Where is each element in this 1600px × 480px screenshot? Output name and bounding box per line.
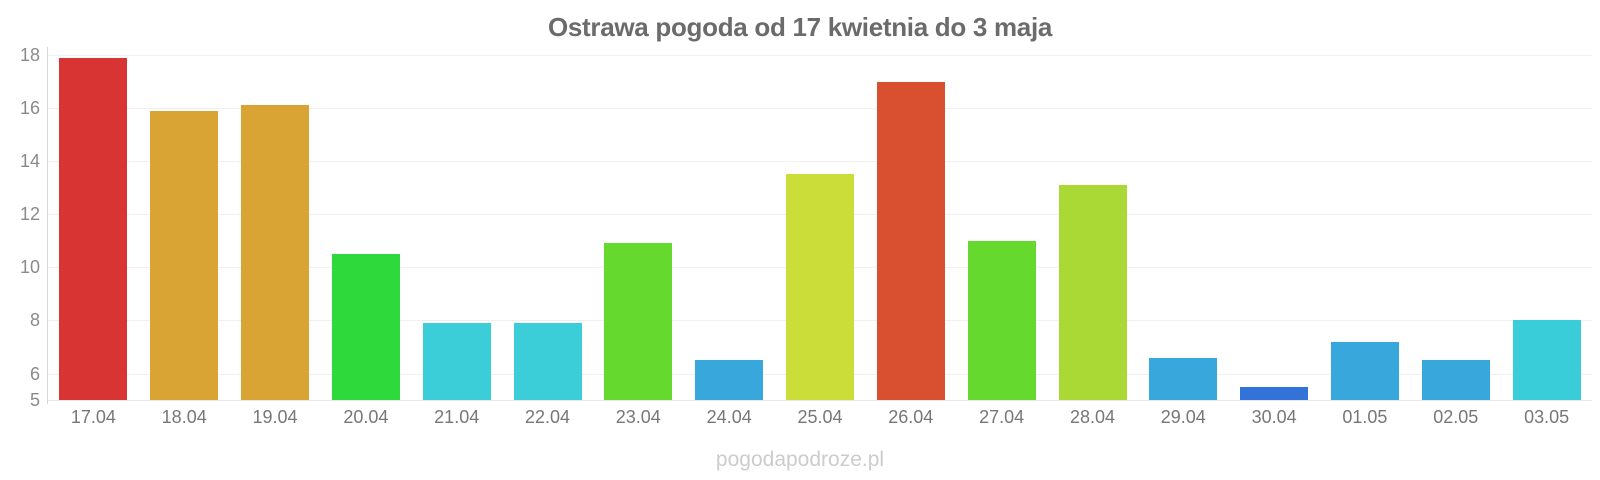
y-axis-line — [47, 47, 48, 404]
x-axis-tick-label: 28.04 — [1069, 407, 1116, 427]
bar-17.04[interactable] — [59, 57, 128, 400]
bar-20.04[interactable] — [331, 254, 400, 400]
y-axis-tick-label: 10 — [19, 257, 40, 278]
y-axis-tick-label: 18 — [19, 45, 40, 65]
bar-22.04[interactable] — [513, 323, 582, 400]
bar-26.04[interactable] — [876, 81, 945, 400]
y-axis-tick-label: 16 — [19, 98, 40, 118]
bar-21.04[interactable] — [422, 323, 491, 400]
x-axis-tick-label: 25.04 — [797, 407, 843, 427]
x-axis-tick-label: 18.04 — [161, 407, 207, 427]
y-axis-tick-label: 14 — [19, 151, 40, 172]
bar-25.04[interactable] — [786, 174, 854, 400]
bar-24.04[interactable] — [695, 360, 764, 400]
chart-title: Ostrawa pogoda od 17 kwietnia do 3 maja — [547, 12, 1053, 42]
x-axis-tick-label: 02.05 — [1433, 407, 1479, 427]
x-axis-tick-label: 30.04 — [1251, 407, 1297, 427]
bar-19.04[interactable] — [241, 105, 310, 400]
x-axis-tick-label: 27.04 — [979, 407, 1025, 427]
x-axis-tick-label: 01.05 — [1342, 407, 1388, 427]
bar-29.04[interactable] — [1149, 357, 1218, 400]
y-axis-tick-label: 12 — [19, 204, 40, 225]
bar-03.05[interactable] — [1512, 320, 1581, 400]
bar-02.05[interactable] — [1421, 360, 1490, 400]
x-axis-tick-label: 24.04 — [706, 407, 752, 427]
x-axis-tick-label: 21.04 — [434, 407, 480, 427]
y-axis-tick-label: 8 — [29, 310, 40, 331]
gridline — [48, 161, 1592, 163]
bar-01.05[interactable] — [1330, 341, 1399, 400]
y-axis-tick-label: 5 — [29, 390, 40, 410]
bar-23.04[interactable] — [604, 243, 673, 400]
bar-27.04[interactable] — [967, 240, 1036, 400]
x-axis-tick-label: 23.04 — [615, 407, 661, 427]
x-axis-tick-label: 19.04 — [252, 407, 298, 427]
gridline — [48, 55, 1592, 56]
x-axis-tick-label: 03.05 — [1524, 407, 1570, 427]
bar-28.04[interactable] — [1058, 185, 1127, 400]
x-axis-tick-label: 26.04 — [888, 407, 934, 427]
x-axis-tick-label: 17.04 — [70, 407, 116, 427]
y-axis-tick-label: 6 — [29, 363, 40, 384]
gridline — [48, 108, 1592, 109]
x-axis-tick-label: 22.04 — [524, 407, 571, 427]
x-axis-tick-label: 29.04 — [1160, 407, 1206, 427]
watermark-text: pogodapodroze.pl — [715, 448, 885, 471]
bar-30.04[interactable] — [1240, 386, 1309, 400]
x-axis-tick-label: 20.04 — [343, 407, 389, 427]
bar-18.04[interactable] — [150, 110, 219, 400]
x-axis-line — [48, 400, 1592, 401]
plot-area — [48, 47, 1592, 400]
